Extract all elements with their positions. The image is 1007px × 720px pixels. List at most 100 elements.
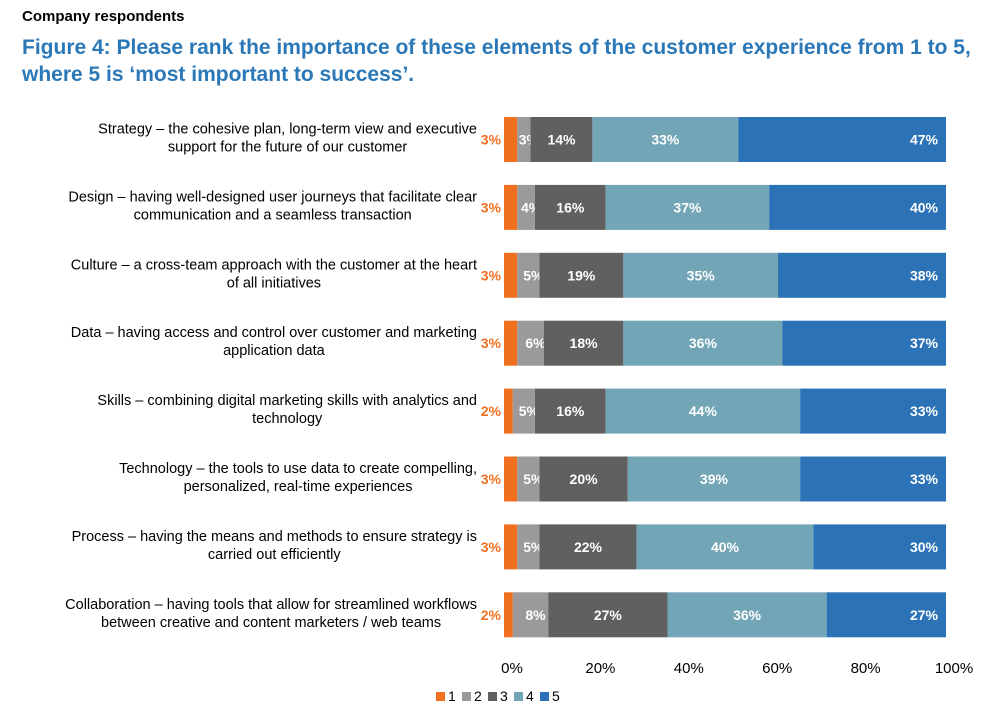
super-title: Company respondents (22, 8, 185, 25)
legend-label: 5 (552, 688, 560, 704)
category-label: Data – having access and control over cu… (71, 325, 477, 359)
bar-segment-5 (778, 252, 946, 298)
data-label: 14% (547, 132, 576, 148)
bar-segment-2 (517, 456, 540, 502)
data-label: 38% (910, 267, 939, 283)
category-label: Skills – combining digital marketing ski… (97, 393, 477, 427)
bar-segment-5 (782, 320, 946, 366)
x-axis-ticks: 0% 20% 40% 60% 80% 100% (501, 660, 973, 677)
data-label: 22% (574, 539, 603, 555)
category-label: Design – having well-designed user journ… (68, 189, 477, 223)
category-label: Culture – a cross-team approach with the… (71, 257, 477, 291)
category-label-line: between creative and content marketers /… (101, 615, 441, 631)
bar-segment-1 (504, 320, 518, 366)
category-label: Strategy – the cohesive plan, long-term … (98, 122, 477, 156)
data-label: 3% (481, 471, 502, 487)
data-label: 44% (689, 403, 718, 419)
category-label: Collaboration – having tools that allow … (65, 597, 477, 631)
bar-segment-2 (517, 117, 531, 162)
data-label: 2% (481, 607, 502, 623)
bar-segment-1 (504, 592, 513, 638)
data-label: 37% (673, 199, 702, 215)
data-label: 40% (711, 539, 740, 555)
bar-segment-3 (539, 252, 624, 298)
data-label: 3% (481, 199, 502, 215)
data-label: 3% (481, 267, 502, 283)
category-label-line: carried out efficiently (208, 547, 341, 563)
data-label: 37% (910, 335, 939, 351)
category-labels-group: Strategy – the cohesive plan, long-term … (65, 122, 477, 631)
data-label: 33% (910, 471, 939, 487)
bar-segment-5 (800, 388, 946, 434)
data-label: 5% (519, 403, 540, 419)
bar-segment-3 (534, 388, 606, 434)
legend-label: 4 (526, 688, 534, 704)
data-label: 20% (570, 471, 599, 487)
data-label: 35% (687, 267, 716, 283)
data-label: 16% (556, 199, 585, 215)
legend-swatch-1 (436, 692, 445, 701)
chart-title: Figure 4: Please rank the importance of … (22, 36, 971, 86)
bar-segment-2 (512, 592, 549, 638)
x-tick-label: 40% (674, 660, 704, 677)
bar-segment-3 (539, 456, 628, 502)
data-label: 3% (481, 539, 502, 555)
bar-segment-3 (530, 117, 593, 162)
category-label-line: communication and a seamless transaction (134, 207, 412, 223)
legend-label: 1 (448, 688, 456, 704)
bar-segment-4 (627, 456, 801, 502)
data-label: 27% (910, 607, 939, 623)
category-label-line: of all initiatives (227, 275, 321, 291)
bar-segment-4 (592, 117, 739, 162)
x-tick-label: 100% (935, 660, 973, 677)
data-label: 36% (733, 607, 762, 623)
bar-segment-2 (512, 388, 535, 434)
data-label: 36% (689, 335, 718, 351)
bar-segment-5 (738, 117, 946, 162)
bar-segment-1 (504, 117, 518, 162)
legend-swatch-4 (514, 692, 523, 701)
category-label-line: technology (252, 411, 323, 427)
bar-segment-1 (504, 456, 518, 502)
legend-label: 2 (474, 688, 482, 704)
data-label: 8% (525, 607, 546, 623)
bar-segment-2 (517, 252, 540, 298)
x-tick-label: 60% (762, 660, 792, 677)
bar-segment-3 (539, 524, 637, 570)
bar-segment-4 (623, 320, 783, 366)
data-label: 5% (523, 471, 544, 487)
bar-segment-3 (543, 320, 624, 366)
legend-label: 3 (500, 688, 508, 704)
category-label-line: Culture – a cross-team approach with the… (71, 257, 477, 273)
bar-segment-1 (504, 524, 518, 570)
bar-segment-5 (826, 592, 946, 638)
category-label-line: Skills – combining digital marketing ski… (97, 393, 477, 409)
category-label-line: support for the future of our customer (168, 140, 408, 156)
bar-segment-4 (667, 592, 827, 638)
bar-segment-5 (769, 184, 946, 230)
category-label-line: Collaboration – having tools that allow … (65, 597, 477, 613)
bar-segment-4 (605, 184, 770, 230)
category-label-line: Strategy – the cohesive plan, long-term … (98, 122, 477, 138)
data-label: 19% (567, 267, 596, 283)
bar-segment-2 (517, 320, 544, 366)
category-label-line: personalized, real-time experiences (184, 479, 413, 495)
data-label: 3% (481, 335, 502, 351)
category-label: Process – having the means and methods t… (72, 529, 477, 563)
category-label-line: application data (223, 343, 326, 359)
category-label-line: Technology – the tools to use data to cr… (119, 461, 477, 477)
legend-swatch-2 (462, 692, 471, 701)
bar-segment-5 (800, 456, 946, 502)
legend-swatch-5 (540, 692, 549, 701)
category-label-line: Process – having the means and methods t… (72, 529, 477, 545)
data-label: 27% (594, 607, 623, 623)
bar-segment-3 (548, 592, 668, 638)
bar-segment-3 (534, 184, 606, 230)
bar-segment-1 (504, 252, 518, 298)
category-label: Technology – the tools to use data to cr… (119, 461, 477, 495)
category-label-line: Data – having access and control over cu… (71, 325, 477, 341)
data-label: 39% (700, 471, 729, 487)
data-label: 33% (910, 403, 939, 419)
data-label: 18% (570, 335, 599, 351)
bar-segment-1 (504, 184, 518, 230)
